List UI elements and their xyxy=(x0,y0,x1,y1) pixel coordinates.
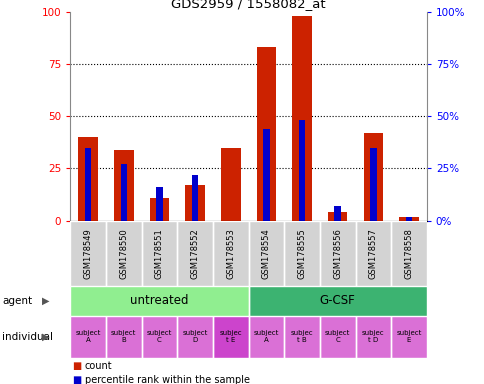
Text: subjec
t D: subjec t D xyxy=(361,330,384,343)
Text: GSM178553: GSM178553 xyxy=(226,228,235,279)
Bar xyxy=(150,198,169,221)
Bar xyxy=(221,147,240,221)
Text: ■: ■ xyxy=(72,375,81,384)
Text: subject
A: subject A xyxy=(253,330,278,343)
Bar xyxy=(355,316,390,358)
Bar xyxy=(319,316,355,358)
Text: untreated: untreated xyxy=(130,295,188,307)
Bar xyxy=(355,221,390,286)
Text: count: count xyxy=(85,361,112,371)
Text: GSM178550: GSM178550 xyxy=(119,228,128,279)
Bar xyxy=(212,316,248,358)
Bar xyxy=(85,147,91,221)
Bar xyxy=(121,164,127,221)
Text: subject
C: subject C xyxy=(324,330,349,343)
Text: ■: ■ xyxy=(72,361,81,371)
Bar xyxy=(391,316,426,358)
Bar xyxy=(114,150,133,221)
Text: G-CSF: G-CSF xyxy=(319,295,355,307)
Bar xyxy=(177,221,212,286)
Bar xyxy=(177,316,212,358)
Bar xyxy=(284,221,319,286)
Bar xyxy=(212,221,248,286)
Text: subject
A: subject A xyxy=(76,330,101,343)
Bar xyxy=(248,316,284,358)
Title: GDS2959 / 1558082_at: GDS2959 / 1558082_at xyxy=(171,0,325,10)
Text: GSM178556: GSM178556 xyxy=(333,228,342,279)
Bar xyxy=(106,221,141,286)
Text: GSM178551: GSM178551 xyxy=(154,228,164,279)
Bar xyxy=(391,316,426,358)
Text: subject
E: subject E xyxy=(395,330,421,343)
Bar xyxy=(248,316,284,358)
Bar xyxy=(141,221,177,286)
Bar xyxy=(70,316,106,358)
Bar xyxy=(141,221,177,286)
Bar xyxy=(212,221,248,286)
Bar xyxy=(70,286,248,316)
Text: agent: agent xyxy=(2,296,32,306)
Bar xyxy=(141,316,177,358)
Bar xyxy=(263,129,269,221)
Bar xyxy=(334,206,340,221)
Bar xyxy=(319,221,355,286)
Bar xyxy=(192,175,198,221)
Bar xyxy=(78,137,98,221)
Bar xyxy=(391,221,426,286)
Bar xyxy=(70,221,106,286)
Bar xyxy=(284,221,319,286)
Bar xyxy=(177,316,212,358)
Text: GSM178549: GSM178549 xyxy=(83,228,92,279)
Bar xyxy=(106,221,141,286)
Bar xyxy=(212,316,248,358)
Bar xyxy=(248,221,284,286)
Bar xyxy=(106,316,141,358)
Text: ▶: ▶ xyxy=(42,332,50,342)
Text: GSM178552: GSM178552 xyxy=(190,228,199,279)
Bar xyxy=(106,316,141,358)
Bar xyxy=(248,286,426,316)
Bar xyxy=(284,316,319,358)
Text: GSM178555: GSM178555 xyxy=(297,228,306,279)
Text: GSM178558: GSM178558 xyxy=(404,228,413,279)
Bar xyxy=(405,217,411,221)
Text: percentile rank within the sample: percentile rank within the sample xyxy=(85,375,249,384)
Bar xyxy=(398,217,418,221)
Bar xyxy=(319,221,355,286)
Text: individual: individual xyxy=(2,332,53,342)
Text: subject
D: subject D xyxy=(182,330,207,343)
Bar xyxy=(298,120,304,221)
Bar xyxy=(70,286,248,316)
Text: subjec
t E: subjec t E xyxy=(219,330,242,343)
Text: subject
C: subject C xyxy=(147,330,172,343)
Bar xyxy=(185,185,204,221)
Text: GSM178557: GSM178557 xyxy=(368,228,377,279)
Bar xyxy=(355,221,390,286)
Bar xyxy=(248,286,426,316)
Bar xyxy=(141,316,177,358)
Bar xyxy=(70,316,106,358)
Bar xyxy=(284,316,319,358)
Bar xyxy=(369,147,376,221)
Bar xyxy=(156,187,162,221)
Bar xyxy=(256,47,275,221)
Text: GSM178554: GSM178554 xyxy=(261,228,271,279)
Bar xyxy=(327,212,347,221)
Bar xyxy=(391,221,426,286)
Text: ▶: ▶ xyxy=(42,296,50,306)
Bar xyxy=(248,221,284,286)
Text: subject
B: subject B xyxy=(111,330,136,343)
Bar xyxy=(319,316,355,358)
Bar xyxy=(177,221,212,286)
Text: subjec
t B: subjec t B xyxy=(290,330,313,343)
Bar xyxy=(363,133,382,221)
Bar xyxy=(292,16,311,221)
Bar xyxy=(355,316,390,358)
Bar xyxy=(70,221,106,286)
